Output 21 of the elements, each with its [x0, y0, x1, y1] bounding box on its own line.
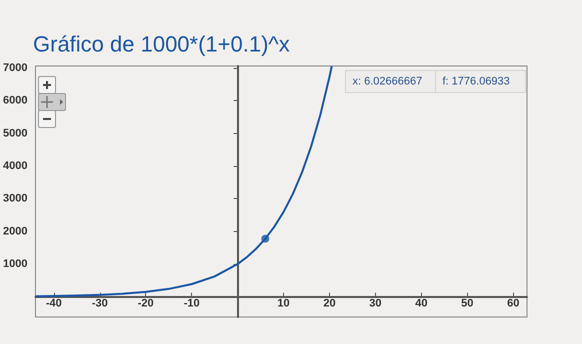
y-tick-label: 7000	[2, 62, 28, 74]
x-tick-label: -20	[138, 298, 154, 310]
y-tick-label: 2000	[2, 225, 28, 238]
x-tick-label: 20	[323, 298, 336, 310]
annotation: x: 6.02666667	[352, 76, 422, 88]
line-series	[34, 65, 333, 298]
x-tick-label: -10	[184, 298, 200, 310]
x-tick-label: 50	[461, 298, 474, 310]
x-tick-label: -40	[46, 298, 62, 310]
y-tick-label: 3000	[2, 192, 28, 205]
y-tick-label: 4000	[2, 160, 28, 172]
y-tick-label: 5000	[2, 127, 28, 140]
y-tick-label: 1000	[2, 258, 28, 270]
annotation: f: 1776.06933	[442, 76, 510, 88]
x-tick-label: 40	[415, 298, 428, 310]
x-tick-label: -30	[92, 298, 108, 310]
chart-title: Gráfico de 1000*(1+0.1)^x	[33, 32, 290, 56]
x-tick-label: 30	[369, 298, 382, 310]
x-tick-label: 10	[277, 298, 290, 310]
x-tick-label: 60	[507, 298, 520, 310]
y-tick-label: 6000	[2, 94, 28, 107]
